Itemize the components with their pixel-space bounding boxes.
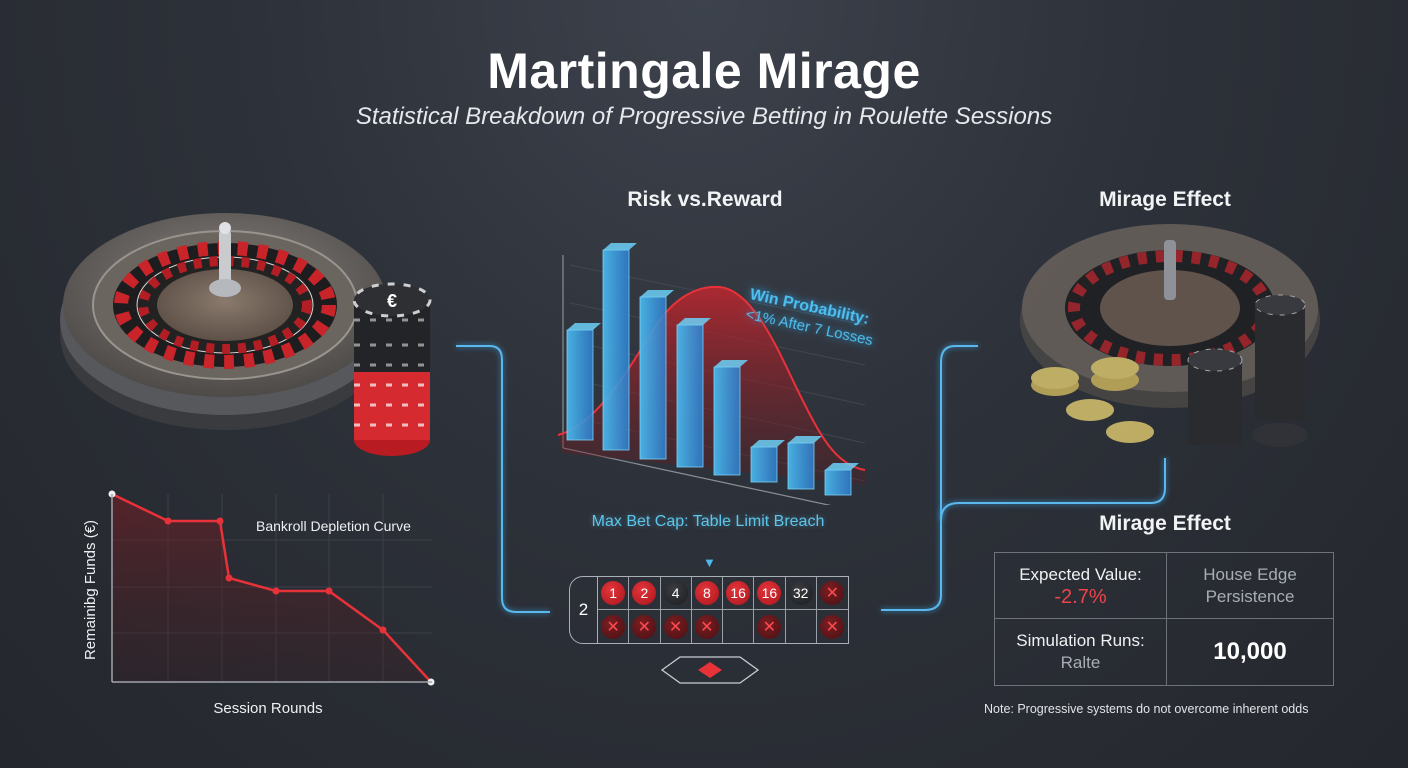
house-edge-label: House Edge: [1203, 564, 1297, 584]
bet-cell: ✕: [629, 610, 661, 643]
bankroll-line: [111, 492, 432, 683]
max-bet-cap-label: Max Bet Cap: Table Limit Breach: [591, 513, 825, 530]
bet-cell-empty: [723, 610, 755, 643]
page-title: Martingale Mirage: [487, 43, 921, 99]
page-subtitle: Statistical Breakdown of Progressive Bet…: [355, 103, 1053, 130]
gold-chips: [1031, 357, 1154, 443]
bet-chip: 8: [694, 581, 719, 605]
bankroll-depletion-chart: Bankroll Depletion Curve Session Rounds …: [82, 490, 435, 717]
house-edge-cell: House Edge Persistence: [1167, 553, 1333, 619]
bet-cell: 16: [754, 577, 786, 610]
diamond-marker-icon: [660, 656, 760, 684]
connector-line-right: [881, 345, 1166, 611]
bet-cell: ✕: [817, 610, 848, 643]
simulation-runs-sublabel: Ralte: [1060, 653, 1101, 672]
bet-cell: 4: [660, 577, 692, 610]
loss-x-icon: ✕: [820, 581, 845, 605]
connector-line-left: [456, 345, 550, 613]
bet-cell: 16: [723, 577, 755, 610]
simulation-runs-label: Simulation Runs:: [1016, 631, 1145, 650]
simulation-runs-value-cell: 10,000: [1167, 619, 1333, 685]
chart-title: Bankroll Depletion Curve: [256, 518, 411, 534]
bet-cell: 1: [598, 577, 630, 610]
loss-x-icon: ✕: [632, 614, 657, 639]
bet-start-value: 2: [570, 577, 598, 643]
loss-x-icon: ✕: [601, 614, 626, 639]
mirage-effect-title: Mirage Effect: [1099, 188, 1231, 211]
bet-chip: 4: [663, 581, 688, 605]
bet-chip: 1: [601, 581, 626, 605]
loss-x-icon: ✕: [757, 614, 782, 639]
loss-x-icon: ✕: [694, 614, 719, 639]
risk-reward-title: Risk vs.Reward: [627, 188, 783, 211]
simulation-runs-cell: Simulation Runs: Ralte: [995, 619, 1167, 685]
pointer-down-icon: ▼: [703, 555, 716, 570]
loss-x-icon: ✕: [820, 614, 845, 639]
wheel-base: [60, 213, 390, 430]
bars: [566, 249, 852, 496]
bet-cell: 32: [785, 577, 817, 610]
simulation-runs-value: 10,000: [1213, 638, 1287, 665]
mirage-effect-table: Expected Value: -2.7% House Edge Persist…: [994, 552, 1334, 686]
roulette-wheel-illustration: €: [60, 213, 432, 456]
black-chip-stacks: [1187, 294, 1308, 447]
loss-x-icon: ✕: [663, 614, 688, 639]
bet-cell: ✕: [754, 610, 786, 643]
bet-cell: ✕: [816, 577, 848, 610]
euro-icon: €: [387, 291, 397, 311]
bet-chip: 32: [788, 581, 813, 605]
bet-cell: 8: [691, 577, 723, 610]
x-axis-label: Session Rounds: [213, 700, 322, 717]
expected-value: -2.7%: [1054, 585, 1107, 608]
mirage-wheel-illustration: [1020, 224, 1320, 447]
bet-cell-empty: [786, 610, 817, 643]
bet-cell: 2: [629, 577, 661, 610]
expected-value-cell: Expected Value: -2.7%: [995, 553, 1167, 619]
bet-chip: 2: [632, 581, 657, 605]
risk-reward-bar-chart: Win Probability: <1% After 7 Losses: [557, 243, 874, 505]
expected-value-label: Expected Value:: [1019, 564, 1142, 584]
risk-curve-area: [558, 286, 865, 485]
y-axis-label: Remainibg Funds (€): [82, 520, 99, 660]
footnote: Note: Progressive systems do not overcom…: [984, 702, 1309, 716]
house-edge-sublabel: Persistence: [1205, 586, 1295, 606]
bet-progression-table: 2 1 2 4 8 16 16 32 ✕ ✕ ✕ ✕ ✕ ✕ ✕: [569, 576, 849, 644]
euro-chip-stack: €: [352, 282, 432, 456]
mirage-table-title: Mirage Effect: [1099, 512, 1231, 535]
bet-cell: ✕: [692, 610, 723, 643]
bet-chip: 16: [757, 581, 782, 605]
bet-chip: 16: [726, 581, 751, 605]
bet-cell: ✕: [661, 610, 692, 643]
bet-cell: ✕: [598, 610, 630, 643]
